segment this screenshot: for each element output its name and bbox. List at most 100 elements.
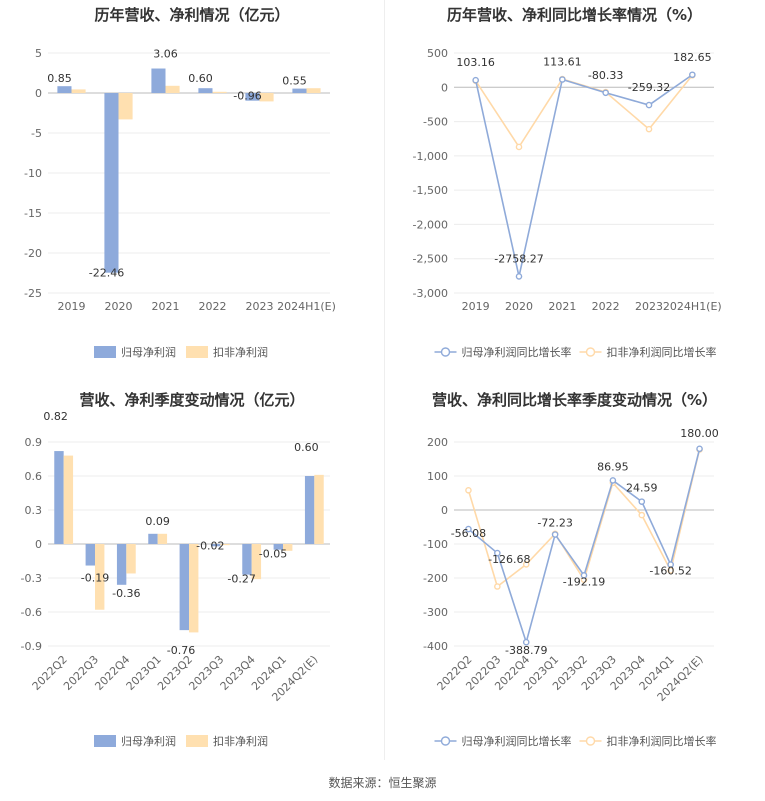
y-tick-label: 0.9 — [25, 436, 43, 449]
y-tick-label: 5 — [35, 47, 42, 60]
data-label: 0.82 — [43, 410, 68, 423]
x-tick-label: 2023 — [635, 300, 663, 313]
legend-label: 归母净利润 — [121, 734, 176, 748]
x-tick-label: 2021 — [548, 300, 576, 313]
y-tick-label: -0.6 — [21, 606, 42, 619]
bar-deducted-profit — [220, 544, 230, 546]
data-source-footer: 数据来源：恒生聚源 — [328, 776, 437, 790]
chart-title: 营收、净利季度变动情况（亿元） — [79, 391, 304, 409]
data-label: 86.95 — [597, 460, 629, 473]
chart-svg: 历年营收、净利情况（亿元） 5 0 -5 -10 -15 -20 -25 2019 2020 202… — [24, 6, 336, 359]
x-tick-label: 2022 — [592, 300, 620, 313]
y-tick-label: 500 — [427, 47, 448, 60]
bar-attributable-profit — [151, 68, 166, 93]
data-label: -80.33 — [588, 69, 623, 82]
data-label: -2758.27 — [494, 252, 543, 265]
y-tick-label: -300 — [423, 606, 448, 619]
y-tick-label: -500 — [423, 116, 448, 129]
bar-attributable-profit — [245, 93, 260, 101]
data-label: -0.19 — [81, 572, 109, 585]
annual-profit-bar-chart: 历年营收、净利情况（亿元） 5 0 -5 -10 -15 -20 -25 2019 2020 202… — [0, 0, 384, 378]
y-tick-label: -1,000 — [413, 150, 448, 163]
point-attributable-growth — [551, 531, 559, 538]
bar-deducted-profit — [165, 85, 180, 93]
chart-title: 历年营收、净利同比增长率情况（%） — [447, 6, 702, 24]
point-attributable-growth — [580, 572, 588, 579]
y-tick-label: -25 — [24, 287, 42, 300]
data-label: -0.96 — [233, 90, 261, 103]
x-tick-label: 2023 — [246, 300, 274, 313]
y-tick-label: -2,500 — [413, 253, 448, 266]
data-label: -0.02 — [196, 539, 224, 552]
data-label: 0.55 — [282, 75, 307, 88]
y-tick-label: 200 — [427, 436, 448, 449]
line-attributable-growth — [467, 448, 701, 646]
chart-title: 历年营收、净利情况（亿元） — [94, 6, 289, 24]
data-label: -56.08 — [451, 527, 486, 540]
data-label: 103.16 — [456, 56, 495, 69]
point-attributable-growth — [689, 71, 696, 79]
data-label: -0.05 — [259, 548, 287, 561]
data-label: -0.36 — [112, 587, 140, 600]
point-attributable-growth — [494, 549, 501, 557]
point-deducted-growth — [667, 567, 674, 574]
point-attributable-growth — [602, 89, 609, 97]
y-tick-label: 100 — [427, 470, 448, 483]
y-tick-label: -0.3 — [21, 572, 42, 585]
point-deducted-growth — [522, 561, 530, 568]
line-attributable-growth — [474, 74, 693, 277]
bar-deducted-profit — [157, 533, 168, 544]
point-attributable-growth — [515, 273, 523, 280]
data-label: 180.00 — [680, 427, 719, 440]
point-deducted-growth — [638, 511, 646, 519]
legend-swatch — [94, 346, 116, 358]
data-label: 0.60 — [188, 72, 213, 85]
bar-attributable-profit — [304, 476, 315, 544]
legend-item: 归母净利润 — [94, 734, 176, 748]
bar-deducted-profit — [314, 474, 324, 544]
point-deducted-growth — [515, 143, 523, 151]
bar-deducted-profit — [306, 88, 321, 93]
legend-marker — [440, 736, 451, 746]
legend-marker — [585, 736, 596, 746]
bar-deducted-profit — [126, 544, 136, 574]
legend-item: 归母净利润同比增长率 — [434, 345, 572, 359]
x-tick-label: 2022 — [199, 300, 227, 313]
data-label: -160.52 — [649, 565, 691, 578]
bar-attributable-profit — [148, 533, 158, 544]
data-label: 3.06 — [153, 48, 178, 61]
point-attributable-growth — [522, 638, 530, 646]
legend-label: 扣非净利润同比增长率 — [607, 734, 717, 748]
point-deducted-growth — [465, 486, 472, 494]
y-tick-label: -10 — [24, 167, 42, 180]
y-tick-label: -100 — [423, 538, 448, 551]
chart-svg: 历年营收、净利同比增长率情况（%） 500 0 -500 -1,000 -1,500 -2,… — [413, 6, 722, 359]
y-tick-label: 0 — [35, 87, 42, 100]
x-tick-label: 2020 — [105, 300, 133, 313]
legend-item: 扣非净利润 — [186, 734, 268, 748]
data-label: -0.76 — [167, 644, 195, 657]
point-deducted-growth — [494, 583, 501, 590]
data-label: -126.68 — [488, 553, 530, 566]
legend-label: 归母净利润同比增长率 — [462, 734, 572, 748]
bar-attributable-profit — [116, 544, 127, 585]
bar-attributable-profit — [242, 544, 252, 575]
legend-label: 扣非净利润 — [213, 345, 268, 359]
quarterly-growth-line-chart: 营收、净利同比增长率季度变动情况（%） 200 100 0 -100 -200 -300 -4… — [384, 380, 765, 760]
data-label: 113.61 — [543, 55, 582, 68]
data-label: 182.65 — [673, 51, 712, 64]
bar-deducted-profit — [251, 544, 262, 580]
y-tick-label: 0 — [441, 81, 448, 94]
y-tick-label: 0.6 — [25, 470, 43, 483]
legend-label: 归母净利润 — [121, 345, 176, 359]
legend-label: 扣非净利润同比增长率 — [607, 345, 717, 359]
y-tick-label: 0.3 — [25, 504, 43, 517]
data-label: -72.23 — [537, 517, 572, 530]
data-label: 0.85 — [47, 72, 72, 85]
chart-title: 营收、净利同比增长率季度变动情况（%） — [432, 391, 717, 409]
panel-divider — [384, 0, 385, 760]
bar-deducted-profit — [283, 544, 293, 551]
x-tick-label: 2024H1(E) — [663, 300, 722, 313]
bar-attributable-profit — [179, 544, 189, 631]
legend-swatch — [186, 346, 208, 358]
